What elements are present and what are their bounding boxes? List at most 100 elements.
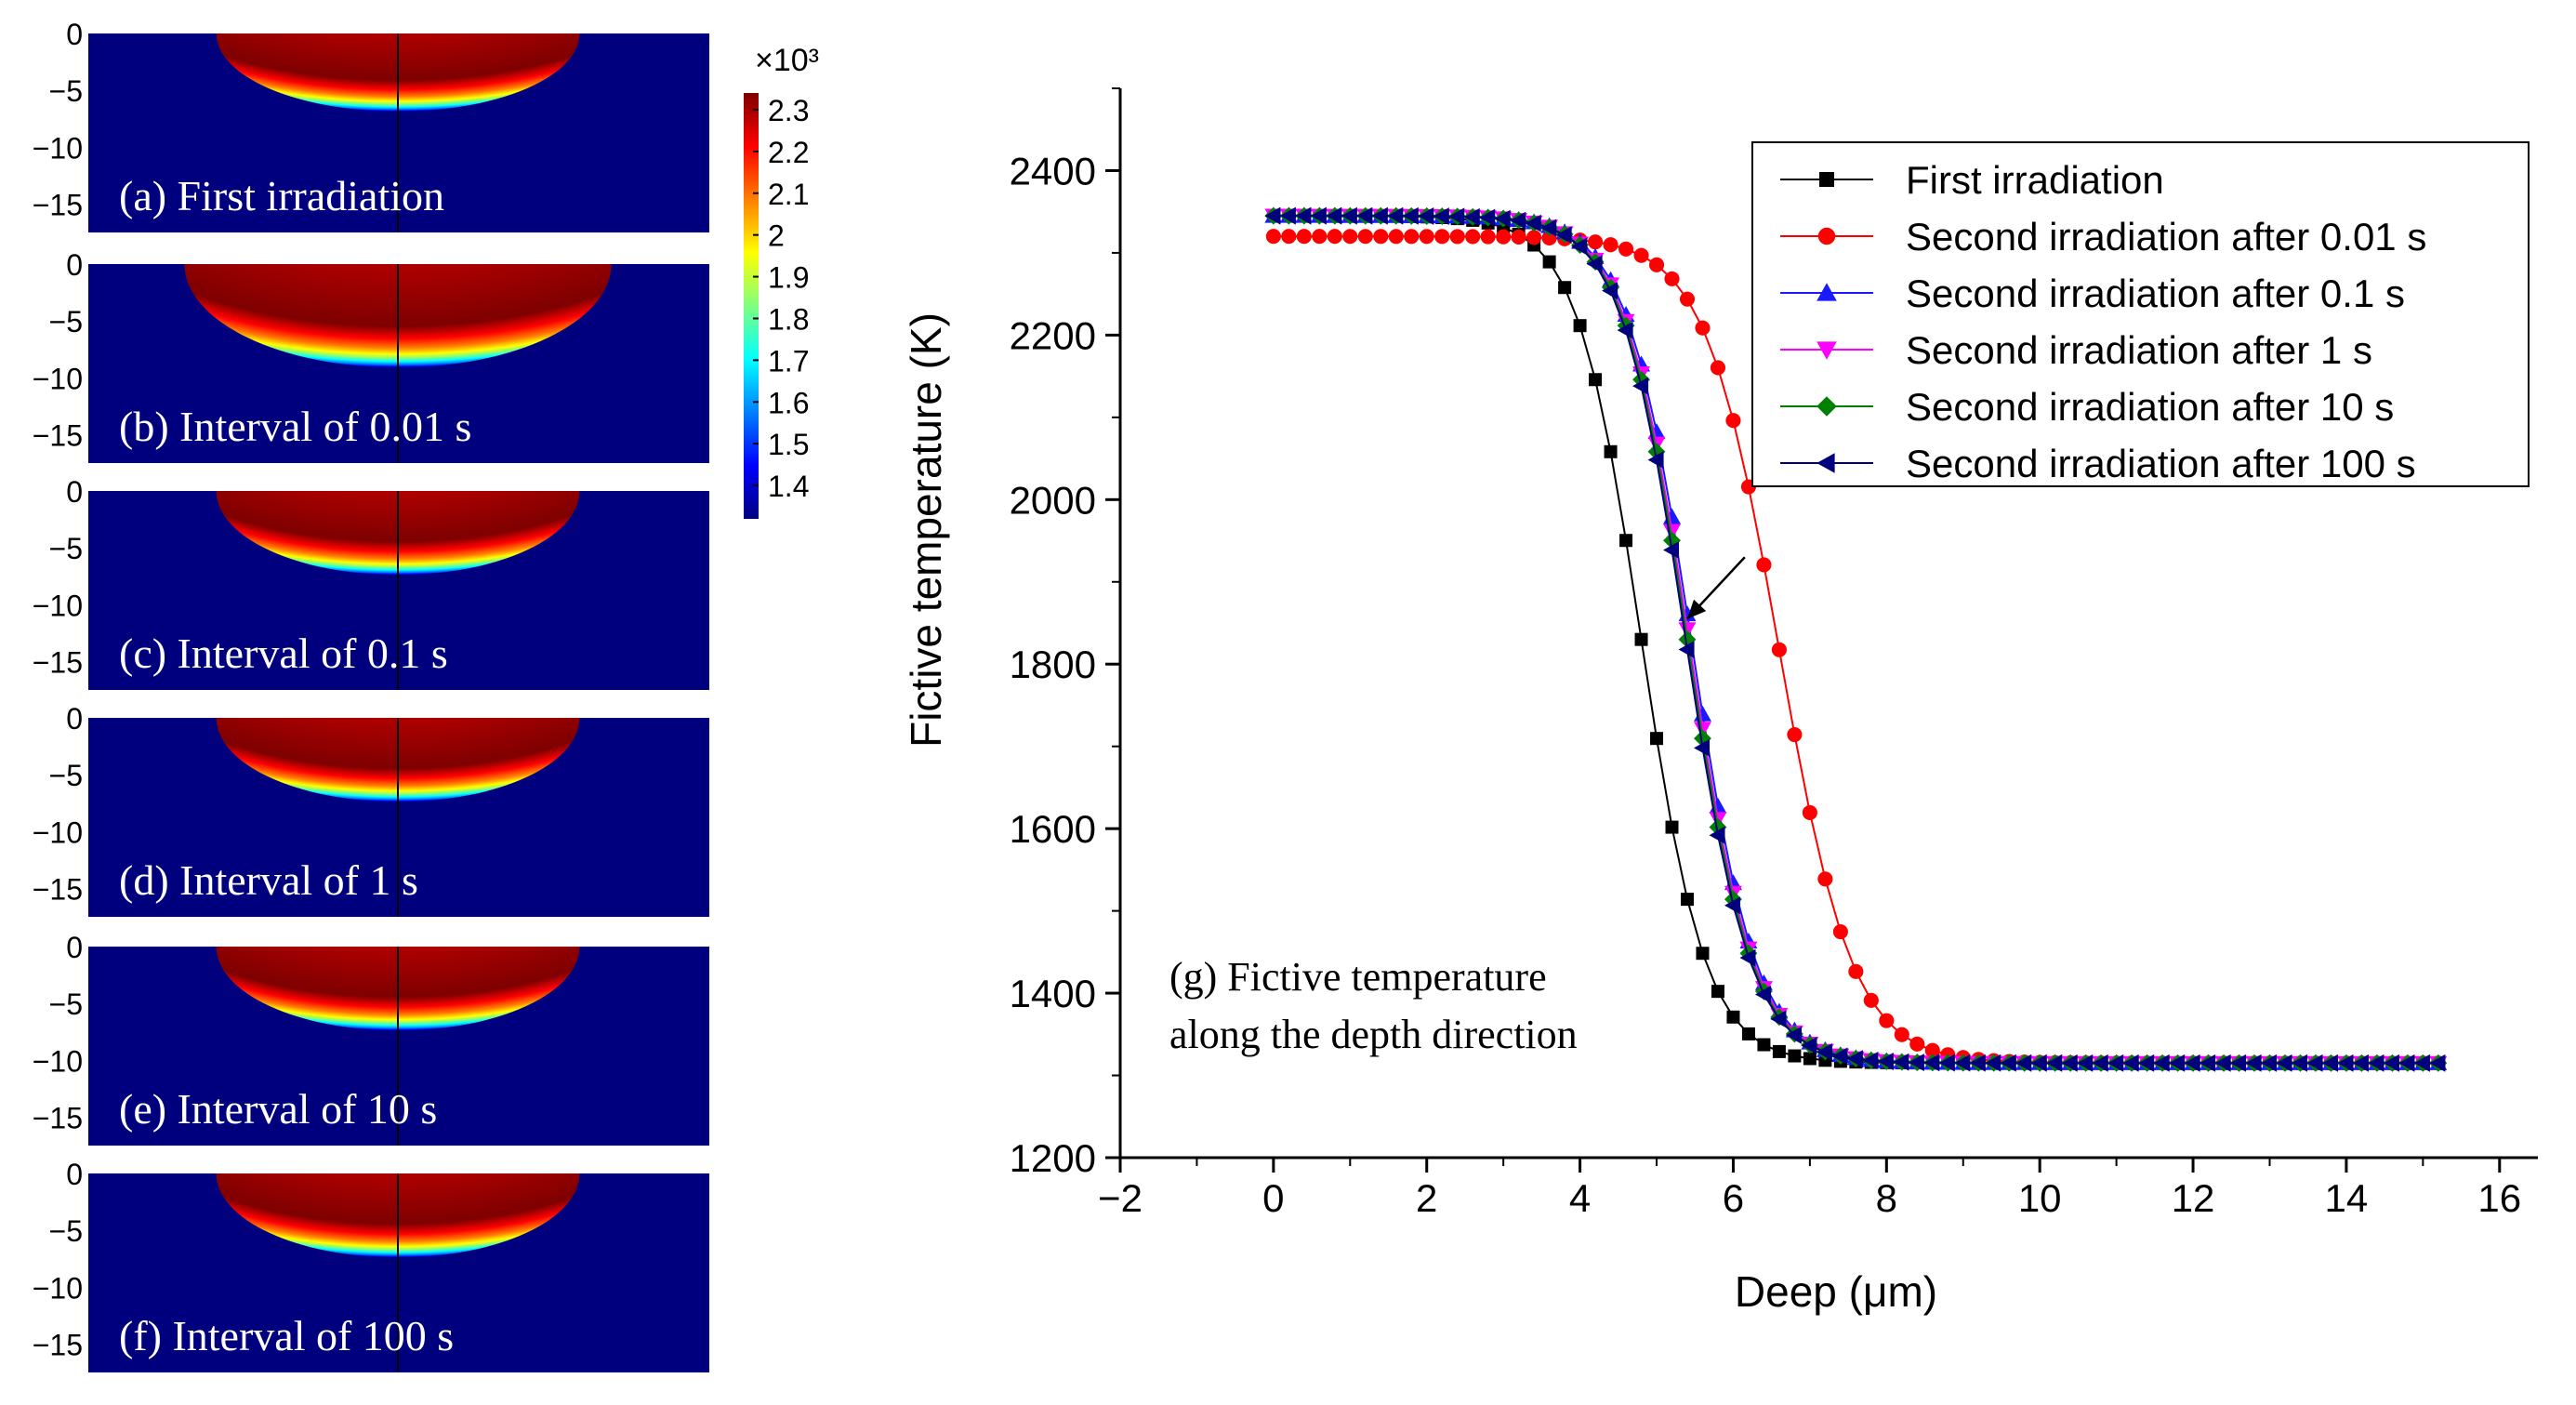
data-point (1496, 229, 1512, 245)
data-point (1788, 1049, 1802, 1063)
data-point (1725, 413, 1741, 429)
data-point (2138, 1054, 2155, 1072)
data-point (1831, 1047, 1848, 1066)
data-point (1711, 985, 1724, 999)
panel-y-tick-label: 0 (66, 931, 83, 964)
panel-y-tick-label: −15 (33, 418, 83, 452)
colorbar-tick-label: 2.3 (768, 94, 809, 127)
data-point (2429, 1054, 2446, 1072)
panel-y-tick-label: 0 (66, 702, 83, 736)
colorbar-tick-label: 1.9 (768, 261, 809, 295)
data-point (1710, 360, 1726, 376)
data-point (2214, 1054, 2231, 1072)
legend: First irradiation Second irradiation afte… (1751, 141, 2530, 487)
panel-y-tick-label: 0 (66, 248, 83, 282)
data-point (1647, 451, 1664, 470)
data-point (1264, 206, 1281, 225)
data-point (1678, 641, 1695, 658)
colorbar-tick-label: 1.8 (768, 302, 809, 336)
data-point (1650, 732, 1664, 746)
data-point (1265, 229, 1281, 245)
data-point (1709, 826, 1725, 844)
data-point (1879, 1013, 1895, 1028)
x-tick-label: 14 (2325, 1176, 2369, 1220)
data-point (1327, 229, 1342, 245)
data-point (1894, 1027, 1909, 1042)
data-point (1281, 229, 1297, 245)
legend-marker (1816, 341, 1837, 360)
data-point (1770, 1010, 1787, 1028)
data-point (1832, 923, 1848, 940)
legend-label: Second irradiation after 100 s (1906, 442, 2416, 485)
data-point (2245, 1054, 2262, 1072)
data-point (1540, 219, 1557, 237)
data-point (1724, 890, 1742, 908)
data-point (1938, 1054, 1955, 1072)
legend-marker (1816, 453, 1835, 473)
data-point (1571, 237, 1588, 256)
x-tick-label: 10 (2018, 1176, 2062, 1220)
data-point (1341, 206, 1357, 225)
data-point (1695, 320, 1711, 336)
data-point (2321, 1054, 2338, 1072)
panel-label: (c) Interval of 0.1 s (119, 630, 448, 677)
y-axis-title: Fictive temperature (K) (902, 312, 950, 748)
data-point (1310, 206, 1327, 225)
panel-y-tick-label: −5 (49, 532, 83, 565)
panel-y-tick-label: −15 (33, 1101, 83, 1134)
panel-y-tick-label: −10 (33, 1271, 83, 1305)
data-point (1908, 1054, 1924, 1072)
data-point (1295, 206, 1312, 225)
data-point (1296, 229, 1312, 245)
data-point (2398, 1054, 2415, 1072)
colorbar-tick-label: 1.6 (768, 386, 809, 419)
data-point (1602, 282, 1618, 300)
data-point (1342, 229, 1358, 245)
panel-y-tick-label: −10 (33, 1044, 83, 1078)
data-point (1803, 1052, 1816, 1066)
y-tick-label: 1600 (1010, 807, 1096, 851)
data-point (1573, 319, 1587, 333)
data-point (1632, 377, 1649, 395)
data-point (1279, 206, 1296, 225)
legend-marker (1816, 283, 1837, 301)
data-point (1696, 947, 1710, 961)
legend-label: First irradiation (1906, 158, 2164, 202)
data-point (1448, 207, 1465, 226)
y-tick-label: 2000 (1010, 478, 1096, 522)
panel-y-tick-label: −15 (33, 1328, 83, 1361)
data-point (1312, 229, 1328, 245)
data-point (1694, 729, 1711, 748)
data-point (1985, 1054, 2001, 1072)
legend-marker (1819, 172, 1834, 187)
data-point (1449, 229, 1465, 245)
annotation-line-1: (g) Fictive temperature (1169, 954, 1547, 1000)
data-point (1526, 230, 1542, 245)
panel-y-tick-label: −10 (33, 131, 83, 165)
annotation-line-2: along the depth direction (1169, 1012, 1578, 1057)
data-point (1801, 1036, 1817, 1054)
data-point (1402, 206, 1419, 225)
panel-d: 0 −5 −10 −15 (d) Interval of 1 s (33, 702, 709, 917)
panel-y-tick-label: 0 (66, 475, 83, 509)
x-tick-label: 8 (1876, 1176, 1897, 1220)
data-point (1923, 1054, 1940, 1072)
panel-a: 0 −5 −10 −15 (a) First irradiation (33, 18, 709, 232)
data-point (2122, 1054, 2139, 1072)
data-point (1663, 541, 1680, 559)
data-point (1787, 726, 1803, 743)
data-point (1604, 444, 1618, 458)
data-point (1542, 255, 1556, 269)
series-5 (1264, 206, 2446, 1072)
data-point (2230, 1054, 2247, 1072)
panel-f: 0 −5 −10 −15 (f) Interval of 100 s (33, 1158, 709, 1372)
annotation-arrowhead (1687, 599, 1707, 619)
colorbar: ×10³ 2.3 2.2 2.1 2 1.9 1.8 1.7 1.6 1.5 1.4 (744, 43, 819, 519)
data-point (1418, 206, 1434, 225)
data-point (2107, 1054, 2124, 1072)
legend-label: Second irradiation after 1 s (1906, 328, 2372, 372)
data-point (1357, 229, 1373, 245)
panel-y-tick-label: −5 (49, 1214, 83, 1248)
data-point (1373, 229, 1389, 245)
data-point (2030, 1054, 2047, 1072)
